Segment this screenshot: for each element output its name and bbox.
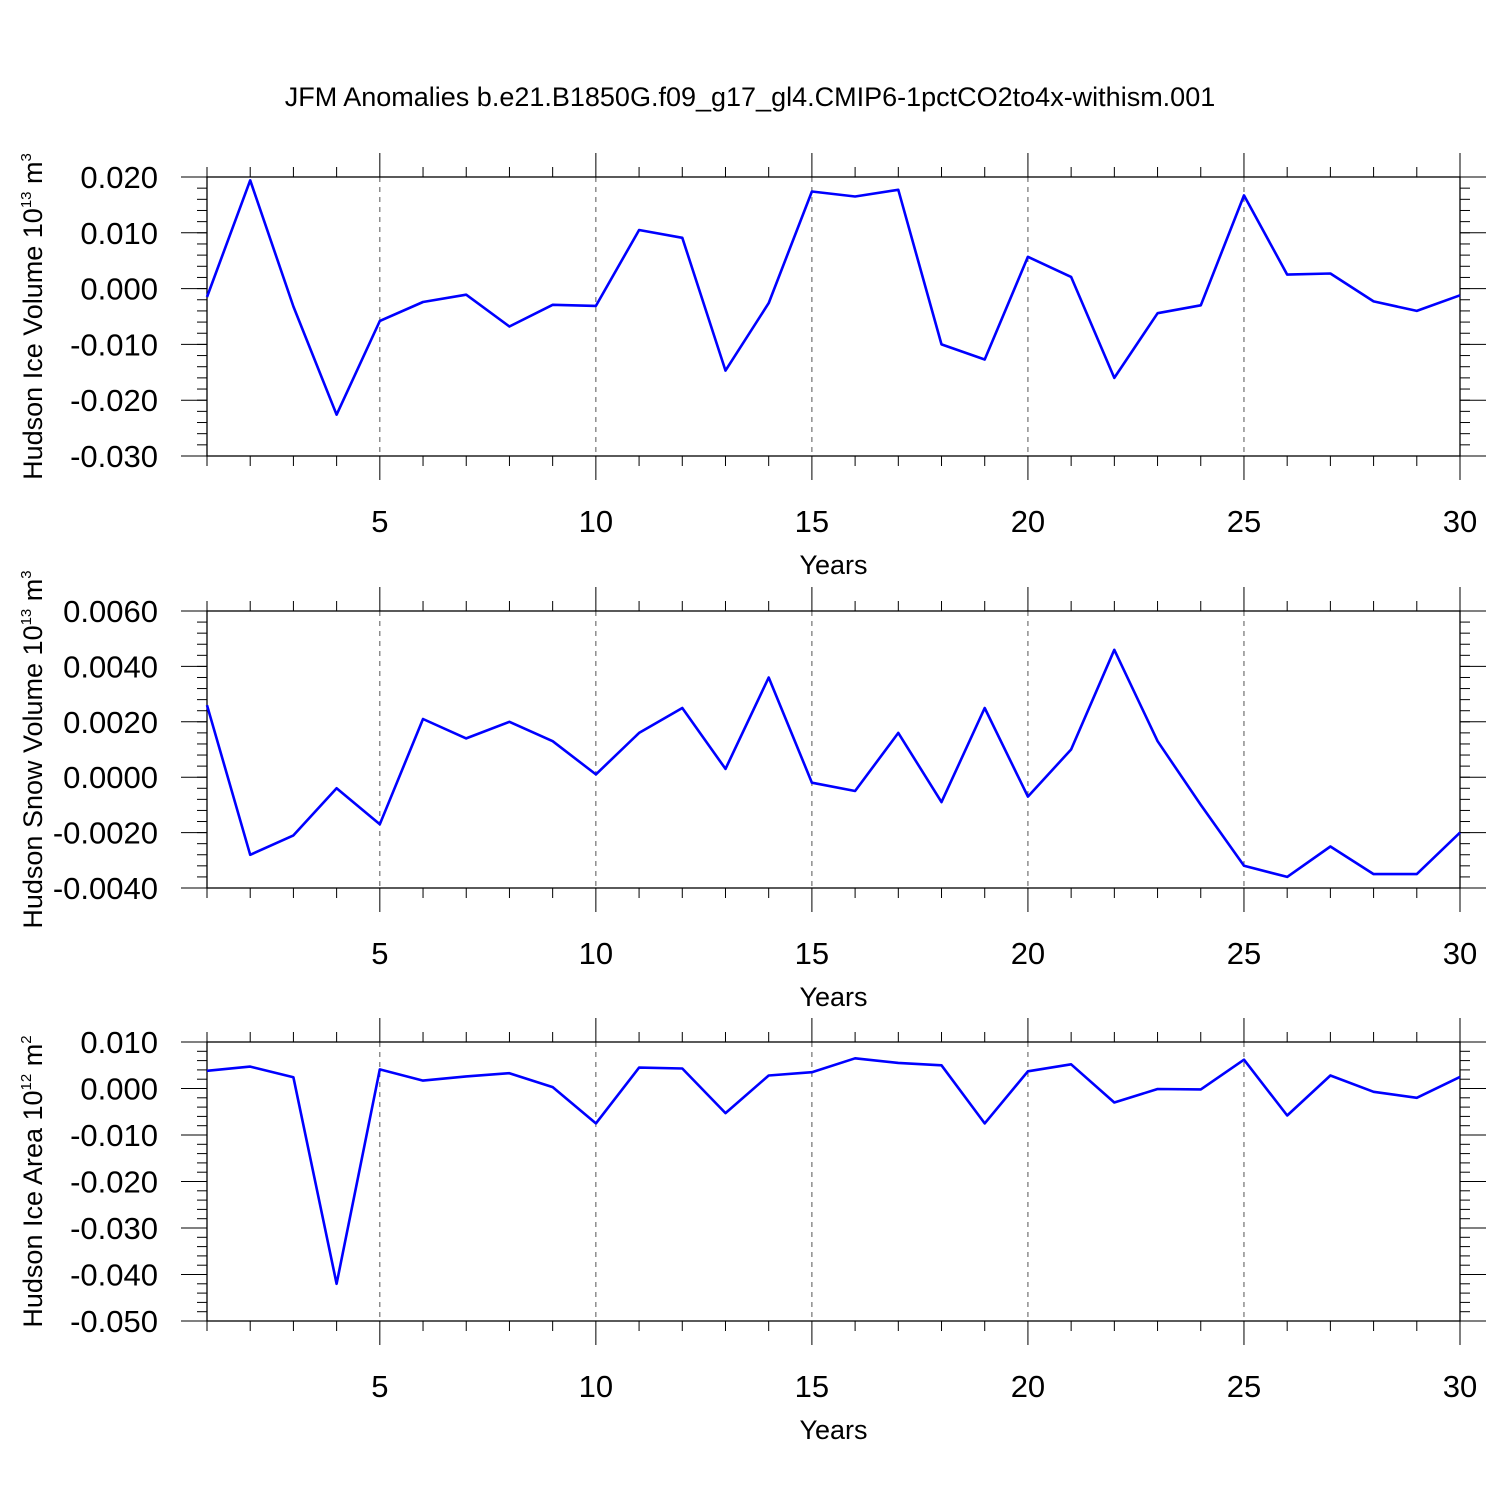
x-tick-label-5: 5 (371, 504, 388, 539)
x-tick-label-25: 25 (1227, 936, 1261, 971)
x-tick-label-10: 10 (579, 1369, 613, 1404)
x-tick-label-25: 25 (1227, 504, 1261, 539)
x-tick-label-10: 10 (579, 936, 613, 971)
x-tick-label-30: 30 (1443, 504, 1477, 539)
x-tick-label-15: 15 (795, 504, 829, 539)
chart-panel-3: 5 10 15 20 25 30 -0.050 -0.040 -0.030 -0.020 -0.01… (18, 1018, 1486, 1445)
plot-frame (206, 1041, 1461, 1322)
x-tick-label-30: 30 (1443, 936, 1477, 971)
chart-panels: 5 10 15 20 25 30-0.030-0.020-0.0100.0000.0100… (18, 153, 1486, 1445)
chart-panel-1: 5 10 15 20 25 30 -0.030 -0.020 -0.010 0.000 0.010 0… (18, 153, 1486, 580)
y-tick-label: 0.0040 (63, 649, 158, 684)
y-axis-title-text: Hudson Ice Volume 10 (18, 208, 48, 480)
y-tick-label: -0.020 (70, 383, 158, 418)
figure-title: JFM Anomalies b.e21.B1850G.f09_g17_gl4.C… (285, 82, 1216, 112)
y-tick-label: -0.0040 (53, 871, 158, 906)
y-axis-title-unit: m (18, 579, 48, 609)
x-tick-label-15: 15 (795, 1369, 829, 1404)
y-tick-label: 0.0020 (63, 705, 158, 740)
plot-frame (206, 610, 1461, 889)
x-tick-label-20: 20 (1011, 936, 1045, 971)
y-tick-label: 0.020 (80, 160, 158, 195)
x-tick-label-10: 10 (579, 504, 613, 539)
y-tick-label: -0.040 (70, 1258, 158, 1293)
x-axis-title: Years (799, 982, 867, 1012)
y-axis-title-exponent: 13 (18, 609, 35, 626)
y-axis-title: Hudson Snow Volume 1013 m3 (18, 570, 48, 928)
x-tick-label-5: 5 (371, 1369, 388, 1404)
chart-panel-2: 5 10 15 20 25 30 -0.0040 -0.0020 0.0000 0.0020 0.0… (18, 570, 1486, 1012)
y-tick-label: -0.010 (70, 1118, 158, 1153)
y-tick-label: -0.030 (70, 439, 158, 474)
x-tick-label-20: 20 (1011, 504, 1045, 539)
y-axis-title-text: Hudson Ice Area 10 (18, 1090, 48, 1327)
y-tick-label: -0.020 (70, 1165, 158, 1200)
series-line-hudson-ice-area (206, 1057, 1461, 1286)
y-axis-title-unit-exponent: 2 (18, 1035, 35, 1043)
x-tick-label-30: 30 (1443, 1369, 1477, 1404)
x-tick-label-15: 15 (795, 936, 829, 971)
y-tick-label: -0.050 (70, 1304, 158, 1339)
x-tick-label-25: 25 (1227, 1369, 1261, 1404)
y-tick-label: 0.0000 (63, 760, 158, 795)
y-axis-title-text: Hudson Snow Volume 10 (18, 625, 48, 928)
y-tick-label: 0.010 (80, 1025, 158, 1060)
y-tick-label: 0.0060 (63, 594, 158, 629)
y-axis-title: Hudson Ice Area 1012 m2 (18, 1035, 48, 1327)
y-tick-label: 0.010 (80, 216, 158, 251)
x-axis-title: Years (799, 1415, 867, 1445)
y-axis-title-unit: m (18, 1044, 48, 1074)
series-line-hudson-snow-volume (205, 648, 1461, 879)
y-tick-label: 0.000 (80, 1072, 158, 1107)
y-axis-title: Hudson Ice Volume 1013 m3 (18, 153, 48, 480)
y-axis-title-exponent: 12 (18, 1074, 35, 1091)
y-tick-label: -0.010 (70, 327, 158, 362)
y-tick-label: 0.000 (80, 272, 158, 307)
y-tick-label: -0.0020 (53, 816, 158, 851)
x-tick-label-5: 5 (371, 936, 388, 971)
y-axis-title-unit-exponent: 3 (18, 153, 35, 161)
y-axis-title-unit-exponent: 3 (18, 570, 35, 578)
y-axis-title-exponent: 13 (18, 191, 35, 208)
y-axis-title-unit: m (18, 161, 48, 191)
series-line-hudson-ice-volume (205, 179, 1461, 417)
y-tick-label: -0.030 (70, 1211, 158, 1246)
plot-frame (206, 176, 1461, 457)
x-tick-label-20: 20 (1011, 1369, 1045, 1404)
x-axis-title: Years (799, 550, 867, 580)
